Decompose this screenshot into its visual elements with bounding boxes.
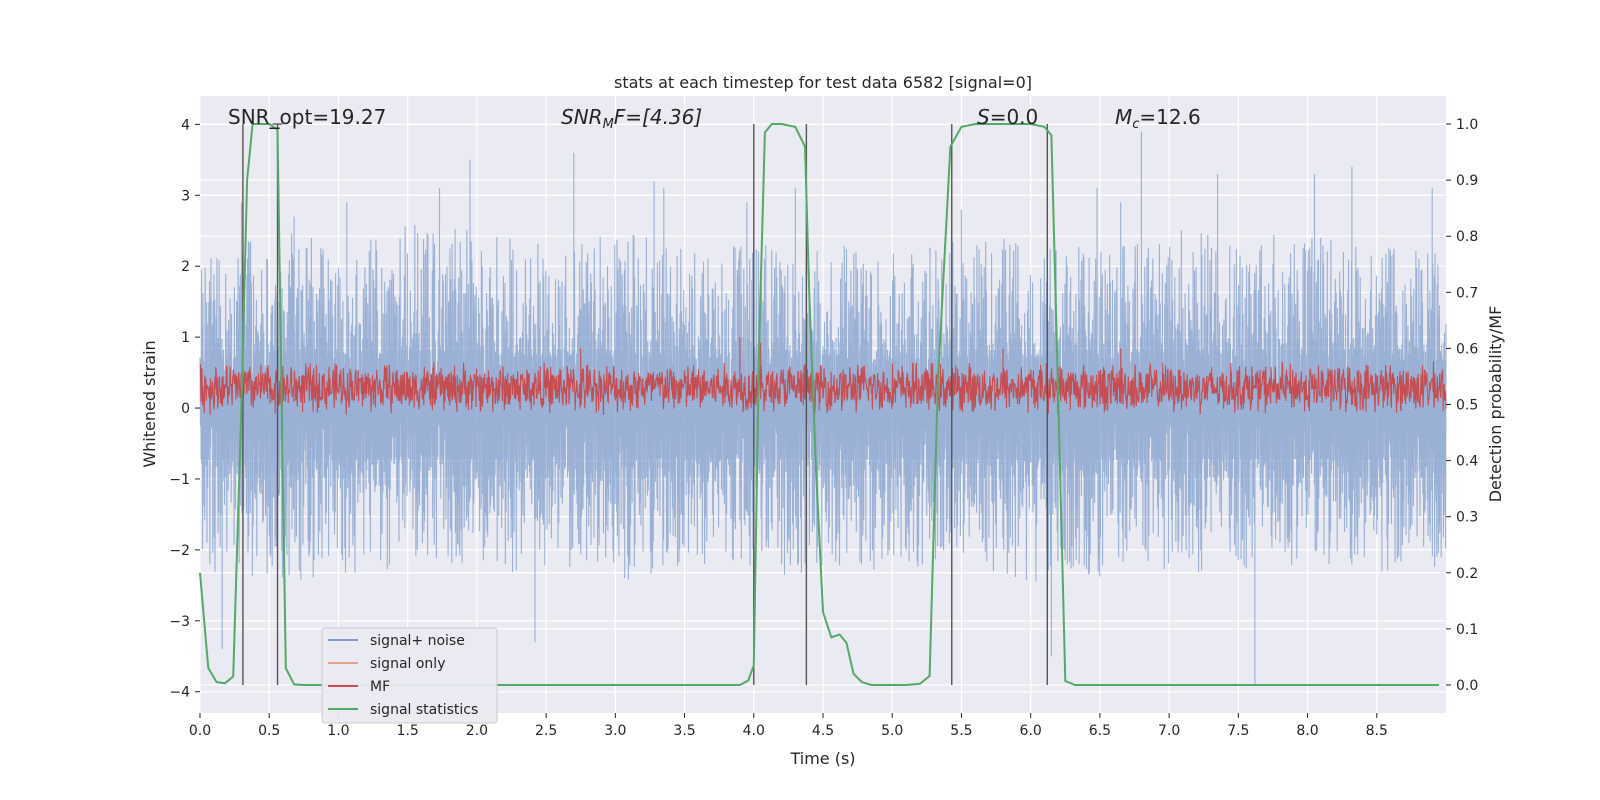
x-tick-label: 7.5 [1227, 723, 1249, 739]
chart-title: stats at each timestep for test data 658… [614, 73, 1032, 92]
x-tick-label: 3.0 [604, 723, 626, 739]
x-tick-label: 8.5 [1366, 723, 1388, 739]
mf-line [199, 337, 1447, 416]
axis-ticks: 0.0 0.5 1.0 1.5 2.0 2.5 3.0 3.5 4.0 4.5 5.0 5.5 6.0 6… [169, 117, 1478, 739]
x-tick-label: 2.0 [466, 723, 488, 739]
x-tick-label: 3.5 [673, 723, 695, 739]
y2-tick-label: 0.1 [1456, 622, 1478, 638]
legend-label-signal-only: signal only [370, 656, 445, 672]
signal-statistics-line [199, 123, 1440, 686]
legend-label-signal-statistics: signal statistics [370, 702, 478, 718]
x-tick-label: 0.0 [189, 723, 211, 739]
y-tick-label: 0 [181, 401, 190, 417]
annotation-snr-mf: SNRMF=[4.36] [561, 105, 702, 132]
y-tick-label: 1 [181, 330, 190, 346]
x-axis-label: Time (s) [789, 749, 855, 768]
y-tick-label: 2 [181, 259, 190, 275]
y-axis-label: Whitened strain [140, 340, 159, 467]
series-mf [199, 337, 1447, 416]
x-tick-label: 6.5 [1089, 723, 1111, 739]
x-tick-label: 6.0 [1020, 723, 1042, 739]
series-signal-noise [199, 131, 1447, 685]
signal-noise-line [199, 131, 1447, 685]
y2-tick-label: 0.4 [1456, 454, 1478, 470]
x-tick-label: 8.0 [1296, 723, 1318, 739]
y-tick-label: 3 [181, 188, 190, 204]
x-tick-label: 2.5 [535, 723, 557, 739]
annotation-snr-opt: SNR_opt=19.27 [228, 105, 386, 129]
y2-tick-label: 0.3 [1456, 510, 1478, 526]
y-tick-label: −4 [169, 685, 190, 701]
series-signal-statistics [199, 123, 1440, 686]
x-tick-label: 4.5 [812, 723, 834, 739]
y2-tick-label: 0.2 [1456, 566, 1478, 582]
x-tick-label: 5.0 [881, 723, 903, 739]
y2-tick-label: 0.6 [1456, 341, 1478, 357]
annotation-mc: Mc=12.6 [1115, 105, 1201, 132]
x-tick-label: 0.5 [258, 723, 280, 739]
y-tick-label: 4 [181, 117, 190, 133]
legend-label-signal-noise: signal+ noise [370, 633, 465, 649]
x-tick-label: 7.0 [1158, 723, 1180, 739]
x-tick-label: 1.5 [397, 723, 419, 739]
x-tick-label: 4.0 [743, 723, 765, 739]
y-tick-label: −2 [169, 543, 190, 559]
legend: signal+ noise signal only MF signal stat… [321, 627, 498, 724]
legend-label-mf: MF [370, 679, 390, 695]
y2-tick-label: 0.8 [1456, 229, 1478, 245]
y-tick-label: −3 [169, 614, 190, 630]
y2-tick-label: 0.7 [1456, 285, 1478, 301]
y2-tick-label: 1.0 [1456, 117, 1478, 133]
y2-tick-label: 0.5 [1456, 398, 1478, 414]
legend-box [321, 627, 498, 724]
annotation-s: S=0.0 [977, 105, 1038, 129]
y2-tick-label: 0.9 [1456, 173, 1478, 189]
x-tick-label: 5.5 [950, 723, 972, 739]
x-tick-label: 1.0 [327, 723, 349, 739]
y-tick-label: −1 [169, 472, 190, 488]
y2-tick-label: 0.0 [1456, 678, 1478, 694]
y2-axis-label: Detection probability/MF [1486, 306, 1505, 503]
